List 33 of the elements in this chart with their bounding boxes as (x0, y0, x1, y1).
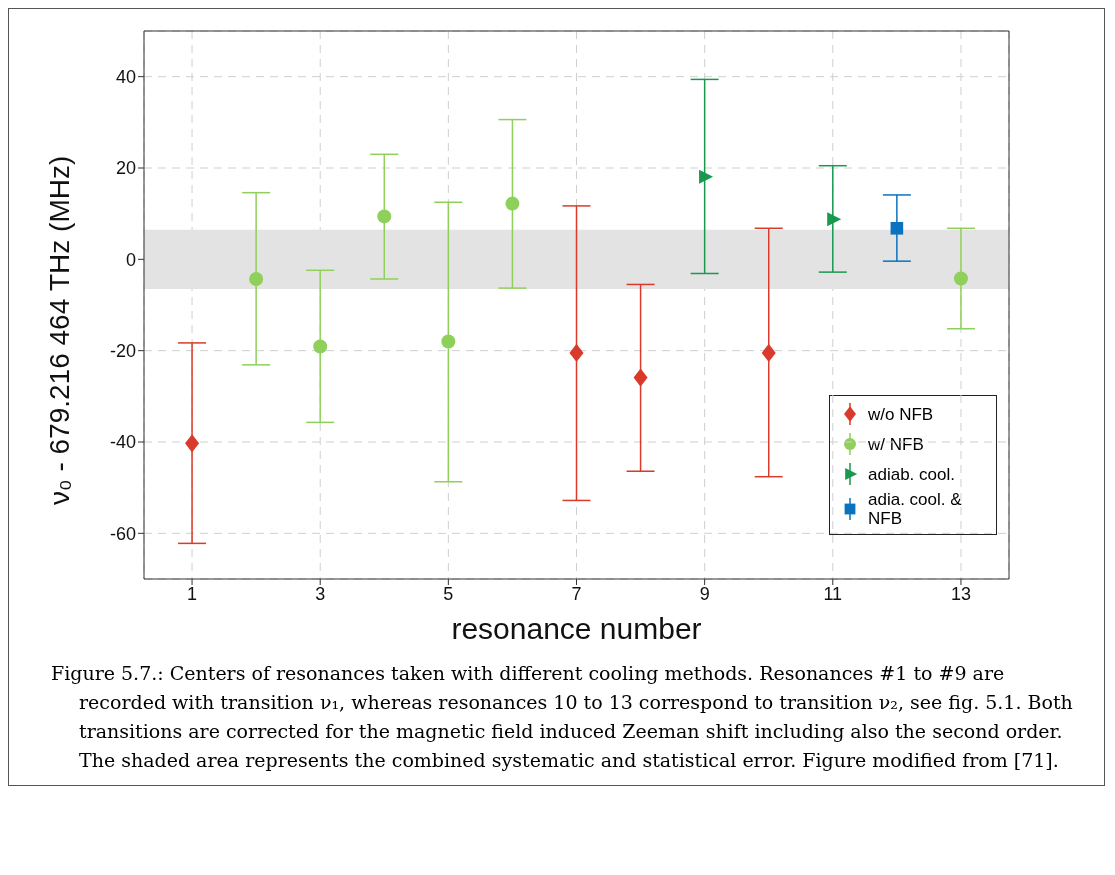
point (249, 271, 264, 286)
x-tick-label: 11 (823, 583, 843, 604)
point (827, 212, 842, 227)
y-axis-title: ν₀ - 679.216 464 THz (MHz) (43, 155, 75, 505)
point (313, 339, 328, 354)
legend-label: w/o NFB (868, 404, 935, 424)
y-tick-label: 40 (115, 67, 136, 88)
point (953, 271, 968, 286)
y-tick-label: -40 (109, 432, 136, 453)
x-tick-label: 1 (187, 583, 198, 604)
point (185, 434, 200, 453)
legend-label: adiab. cool. (868, 464, 956, 484)
x-tick-label: 13 (950, 583, 971, 604)
y-tick-label: 0 (125, 249, 136, 270)
legend-label: w/ NFB (868, 434, 925, 454)
caption: Figure 5.7.: Centers of resonances taken with different cooling methods. Resonances #1 to #9 are recorded with transition ν₁, whereas resonances 10 to 13 correspond to transition ν₂, see fig. 5.1. Both transitions are corrected for the magnetic field induced Zeeman shift including also the second order. The shaded area represents the combined systematic and statistical error. Figure modified from [71]. (51, 661, 1074, 773)
point (377, 209, 392, 224)
legend-label: adia. cool. & NFB (868, 490, 963, 528)
point (505, 196, 520, 211)
point (699, 169, 714, 184)
x-tick-label: 3 (315, 583, 326, 604)
x-tick-label: 5 (443, 583, 454, 604)
point (761, 343, 776, 363)
x-axis-title: resonance number (451, 612, 702, 645)
point (441, 334, 456, 349)
x-tick-label: 7 (571, 583, 582, 604)
x-tick-label: 9 (699, 583, 710, 604)
point (569, 343, 584, 363)
y-tick-label: -20 (109, 341, 136, 362)
point (890, 221, 904, 235)
y-tick-label: -60 (109, 523, 136, 544)
point (633, 368, 648, 387)
y-tick-label: 20 (115, 158, 136, 179)
